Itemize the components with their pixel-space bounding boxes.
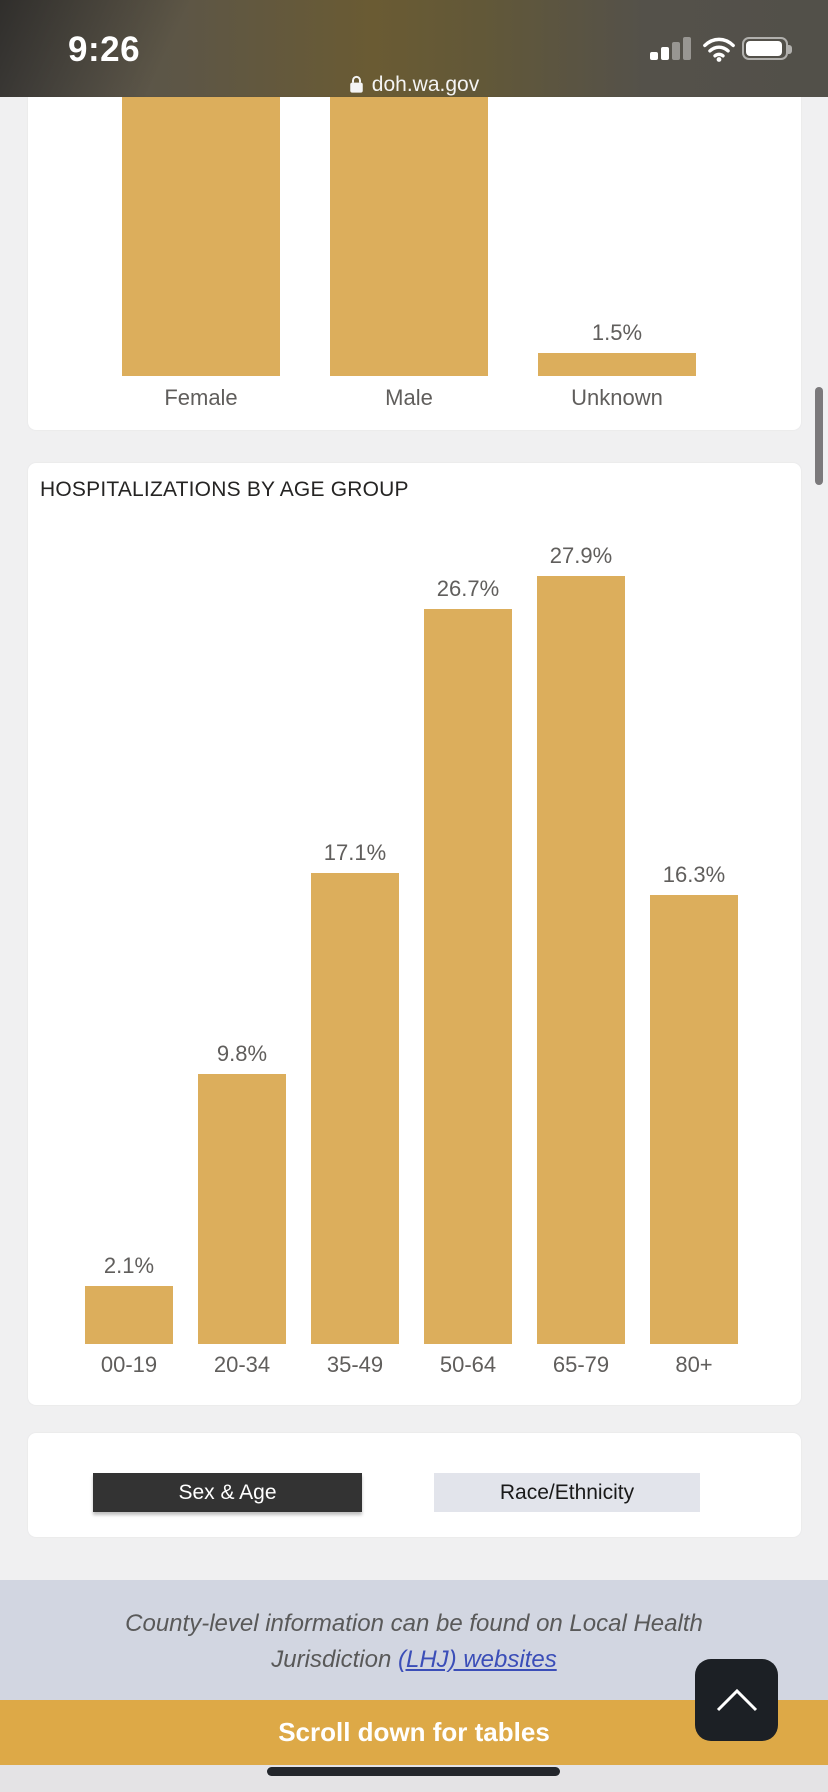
lock-icon: [350, 75, 363, 93]
bar-category-label: 00-19: [100, 1352, 158, 1377]
battery-icon: [742, 37, 792, 60]
scroll-down-banner: Scroll down for tables: [0, 1700, 828, 1765]
bar-category-label: 50-64: [439, 1352, 497, 1377]
url-bar[interactable]: doh.wa.gov: [0, 72, 828, 97]
bar-category-label: 20-34: [213, 1352, 271, 1377]
bar-category-label: 80+: [675, 1352, 713, 1377]
bar-unknown[interactable]: [538, 353, 696, 376]
bar-value-label: 17.1%: [323, 840, 387, 865]
note-line1: County-level information can be found on…: [125, 1610, 703, 1637]
sex-chart-plot: Female Male 1.5% Unknown: [28, 97, 801, 430]
bar-65-79[interactable]: [537, 576, 625, 1344]
home-indicator[interactable]: [267, 1767, 560, 1776]
bar-value-label: 9.8%: [216, 1041, 268, 1066]
county-info-note: County-level information can be found on…: [0, 1580, 828, 1700]
bar-female[interactable]: [122, 97, 280, 376]
bar-category-label: 35-49: [326, 1352, 384, 1377]
sex-age-tab-button[interactable]: Sex & Age: [93, 1473, 362, 1512]
scroll-to-top-button[interactable]: [695, 1659, 778, 1741]
banner-text: Scroll down for tables: [278, 1717, 550, 1747]
lhj-websites-link[interactable]: (LHJ) websites: [398, 1646, 557, 1673]
bar-value-label: 16.3%: [662, 862, 726, 887]
status-bar: 9:26 doh.wa.gov: [0, 0, 828, 97]
race-ethnicity-tab-button[interactable]: Race/Ethnicity: [434, 1473, 700, 1512]
url-text: doh.wa.gov: [371, 72, 480, 96]
page-scrollbar-thumb[interactable]: [815, 387, 823, 485]
bar-category-label: Female: [164, 385, 238, 410]
bar-value-label: 2.1%: [103, 1253, 155, 1278]
bar-category-label: Unknown: [571, 385, 663, 410]
hospitalizations-by-age-card: HOSPITALIZATIONS BY AGE GROUP 2.1% 00-19 9…: [28, 463, 801, 1405]
wifi-icon: [703, 37, 735, 62]
age-chart-title: HOSPITALIZATIONS BY AGE GROUP: [40, 478, 409, 501]
bar-50-64[interactable]: [424, 609, 512, 1344]
bar-male[interactable]: [330, 97, 488, 376]
bar-category-label: Male: [385, 385, 433, 410]
hospitalizations-by-sex-card: Female Male 1.5% Unknown: [28, 97, 801, 430]
clock-text: 9:26: [68, 30, 141, 69]
bar-80+[interactable]: [650, 895, 738, 1344]
bar-20-34[interactable]: [198, 1074, 286, 1344]
bar-value-label: 27.9%: [549, 543, 613, 568]
bar-value-label: 1.5%: [591, 320, 643, 345]
note-line2-prefix: Jurisdiction: [271, 1646, 398, 1673]
bar-value-label: 26.7%: [436, 576, 500, 601]
bar-category-label: 65-79: [552, 1352, 610, 1377]
bar-35-49[interactable]: [311, 873, 399, 1344]
age-chart-plot: 2.1% 00-19 9.8% 20-34 17.1% 35-49 26.7% 50-64 27…: [28, 463, 801, 1405]
chevron-up-icon: [716, 1688, 757, 1712]
chart-toggle-card: Sex & Age Race/Ethnicity: [28, 1433, 801, 1537]
cellular-signal-icon: [650, 36, 696, 60]
bar-00-19[interactable]: [85, 1286, 173, 1344]
